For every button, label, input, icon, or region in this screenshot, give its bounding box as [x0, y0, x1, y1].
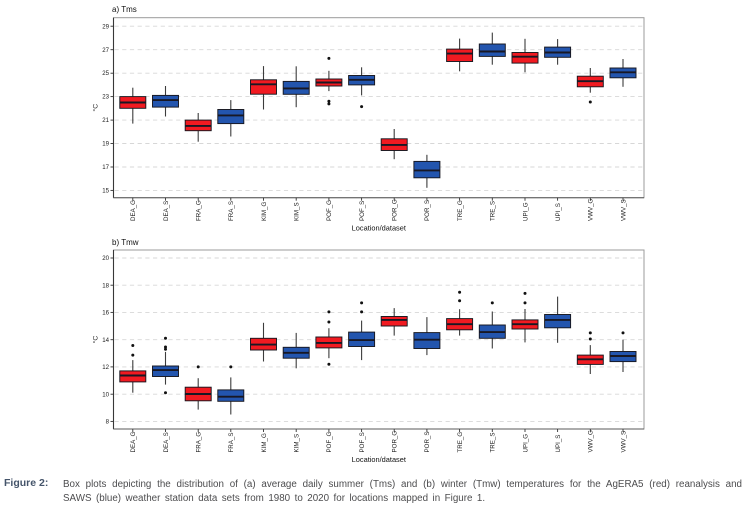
svg-text:14: 14: [102, 337, 109, 344]
svg-text:POR_S: POR_S: [424, 200, 431, 221]
svg-text:17: 17: [102, 164, 109, 171]
svg-text:VWV_S: VWV_S: [620, 199, 627, 221]
svg-text:a) Tms: a) Tms: [112, 5, 137, 14]
svg-text:27: 27: [102, 47, 109, 54]
svg-text:POR_G: POR_G: [392, 431, 399, 453]
svg-text:20: 20: [102, 255, 109, 262]
svg-text:°C: °C: [92, 336, 100, 344]
svg-text:KIM_S: KIM_S: [294, 202, 301, 221]
svg-text:TRE_G: TRE_G: [457, 432, 464, 453]
svg-text:UPI_G: UPI_G: [522, 202, 529, 221]
svg-text:Location/dataset: Location/dataset: [352, 224, 406, 233]
svg-text:8: 8: [106, 419, 110, 426]
svg-text:VWV_S: VWV_S: [620, 431, 627, 453]
svg-text:21: 21: [102, 117, 109, 124]
svg-text:10: 10: [102, 391, 109, 398]
svg-text:POF_G: POF_G: [326, 431, 333, 452]
svg-text:KIM_S: KIM_S: [294, 434, 301, 453]
svg-text:29: 29: [102, 23, 109, 30]
svg-text:FRA_G: FRA_G: [196, 432, 203, 453]
svg-text:DEA_S: DEA_S: [163, 201, 170, 221]
svg-text:UPI_S: UPI_S: [555, 435, 562, 453]
svg-text:TRE_S: TRE_S: [490, 433, 497, 453]
svg-text:POF_S: POF_S: [359, 201, 366, 221]
svg-text:FRA_S: FRA_S: [228, 201, 235, 221]
svg-text:KIM_G: KIM_G: [261, 433, 268, 452]
svg-text:12: 12: [102, 364, 109, 371]
svg-text:TRE_G: TRE_G: [457, 200, 464, 221]
svg-text:UPI_S: UPI_S: [555, 203, 562, 221]
svg-text:TRE_S: TRE_S: [490, 201, 497, 221]
svg-text:DEA_S: DEA_S: [163, 432, 170, 452]
svg-text:b) Tmw: b) Tmw: [112, 238, 139, 247]
svg-text:°C: °C: [92, 104, 100, 112]
svg-text:FRA_G: FRA_G: [196, 200, 203, 221]
svg-text:POR_S: POR_S: [424, 432, 431, 453]
svg-text:POF_G: POF_G: [326, 200, 333, 221]
svg-text:FRA_S: FRA_S: [228, 433, 235, 453]
svg-text:15: 15: [102, 188, 109, 195]
svg-text:19: 19: [102, 141, 109, 148]
svg-text:25: 25: [102, 70, 109, 77]
svg-text:16: 16: [102, 310, 109, 317]
svg-text:KIM_G: KIM_G: [261, 202, 268, 221]
svg-text:DEA_G: DEA_G: [130, 200, 137, 221]
svg-text:POF_S: POF_S: [359, 432, 366, 452]
svg-text:DEA_G: DEA_G: [130, 431, 137, 452]
svg-text:VWV_G: VWV_G: [588, 430, 595, 453]
svg-text:VWV_G: VWV_G: [588, 198, 595, 221]
svg-text:Location/dataset: Location/dataset: [352, 455, 406, 464]
svg-text:POR_G: POR_G: [392, 199, 399, 221]
svg-text:UPI_G: UPI_G: [522, 434, 529, 453]
svg-text:23: 23: [102, 94, 109, 101]
svg-text:18: 18: [102, 282, 109, 289]
